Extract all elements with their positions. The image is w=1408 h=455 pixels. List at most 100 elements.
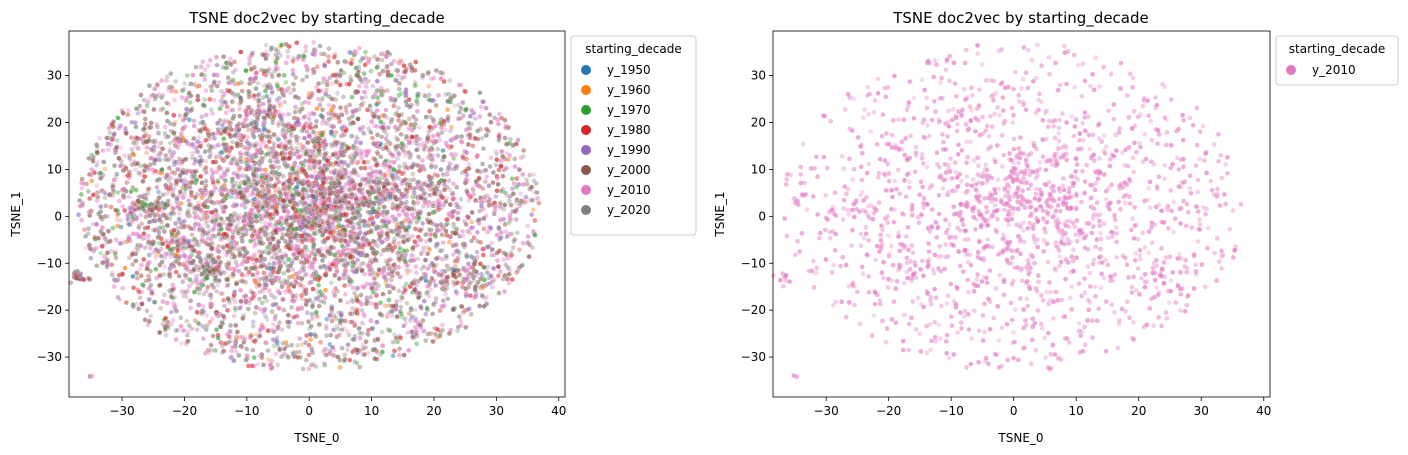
scatter-point-y_2000 [156,195,162,201]
scatter-point-y_1970 [356,220,362,226]
scatter-point-y_2000 [354,347,361,353]
scatter-point-y_1970 [332,252,338,258]
scatter-point-y_1970 [438,177,444,183]
scatter-point-y_2020 [411,185,418,191]
scatter-point-y_2020 [477,90,483,96]
scatter-point-y_2000 [94,142,100,148]
scatter-point-y_2010 [342,269,348,275]
scatter-point-y_1990 [440,172,446,178]
scatter-point-y_1970 [433,234,439,240]
scatter-point-y_1970 [259,300,265,306]
scatter-point-y_2010 [135,145,141,151]
scatter-point-y_1990 [322,63,328,69]
scatter-point-y_2010 [186,283,192,289]
scatter-point-y_1970 [398,90,404,97]
scatter-point-y_1980 [289,124,295,130]
scatter-point-y_1960 [289,273,295,279]
scatter-point-y_2000 [465,228,471,234]
scatter-point-y_2010 [200,59,206,65]
scatter-point-y_2010 [483,294,489,300]
scatter-point-y_2020 [111,163,118,169]
scatter-point-y_2010 [414,327,420,333]
scatter-point-y_2010 [492,208,498,215]
scatter-point-y_1970 [378,300,384,306]
scatter-point-y_2020 [430,311,436,317]
scatter-point-y_2000 [360,346,366,352]
scatter-point-y_2010 [253,241,259,247]
scatter-point-y_2010 [458,323,464,329]
scatter-point-y_2020 [360,130,366,136]
scatter-point-y_1980 [401,63,407,69]
scatter-point-y_2000 [413,117,419,123]
scatter-point-y_2010 [111,283,117,290]
scatter-point-y_2010 [100,148,106,154]
scatter-point-y_2020 [167,149,173,155]
scatter-point-y_2010 [283,289,289,295]
scatter-point-y_1970 [301,54,307,60]
scatter-point-y_1990 [184,106,190,112]
scatter-point-y_2000 [285,268,291,274]
scatter-point-y_2020 [411,207,417,213]
scatter-point-y_2010 [368,300,374,306]
scatter-point-y_2000 [418,276,424,282]
scatter-point-y_2020 [366,126,372,132]
scatter-point-y_2020 [183,156,189,162]
scatter-point-y_2020 [437,248,443,254]
scatter-point-y_1990 [446,178,452,184]
scatter-point-y_2010 [106,125,112,131]
scatter-point-y_1980 [402,287,408,294]
scatter-point-y_1980 [290,58,296,64]
scatter-point-y_2010 [226,226,232,232]
scatter-point-y_1990 [249,50,256,56]
scatter-point-y_2010 [198,208,205,214]
scatter-point-y_1980 [123,300,129,306]
scatter-point-y_2000 [477,126,484,132]
scatter-point-y_2020 [288,342,295,348]
scatter-point-y_2010 [363,152,370,159]
scatter-point-y_2020 [211,79,217,85]
scatter-point-y_2000 [224,154,230,160]
scatter-point-y_2000 [508,202,514,208]
scatter-point-y_2010 [344,328,350,334]
scatter-point-y_2000 [388,277,394,283]
scatter-point-y_2020 [229,244,235,251]
scatter-point-y_2010 [303,271,309,277]
scatter-point-y_1960 [329,107,335,113]
scatter-point-y_2000 [336,276,342,282]
scatter-point-y_2020 [300,366,306,372]
scatter-point-y_2020 [395,68,401,74]
scatter-point-y_1980 [338,252,344,258]
scatter-point-y_2010 [208,301,214,307]
scatter-point-y_1980 [509,276,515,282]
scatter-point-y_2010 [440,240,446,246]
scatter-point-y_2010 [474,154,480,160]
scatter-point-y_2010 [380,343,386,349]
scatter-point-y_1990 [304,298,310,305]
scatter-point-y_2000 [276,164,282,170]
scatter-point-y_2000 [427,114,434,120]
scatter-point-y_2010 [341,132,347,138]
scatter-point-y_2000 [516,265,522,271]
scatter-point-y_1980 [136,289,142,295]
scatter-point-y_2010 [163,77,170,84]
scatter-point-y_2000 [276,72,282,78]
scatter-point-y_2000 [389,174,396,180]
scatter-point-y_1990 [302,135,308,141]
scatter-point-y_2010 [493,149,499,155]
scatter-point-y_2010 [280,296,286,302]
scatter-point-y_1980 [325,54,331,60]
scatter-point-y_2020 [507,193,513,199]
scatter-point-y_2020 [340,94,346,100]
scatter-point-y_1980 [352,323,358,329]
scatter-point-y_2000 [223,204,229,210]
scatter-point-y_2010 [381,268,387,274]
scatter-point-y_2000 [460,113,467,119]
scatter-point-y_1980 [215,243,222,249]
scatter-point-y_2020 [397,308,403,315]
scatter-point-y_2020 [273,301,279,307]
scatter-point-y_2010 [530,228,536,235]
scatter-point-y_2010 [310,110,316,116]
scatter-point-y_2000 [143,130,149,137]
scatter-point-y_2000 [513,216,519,223]
scatter-point-y_2020 [236,352,242,358]
